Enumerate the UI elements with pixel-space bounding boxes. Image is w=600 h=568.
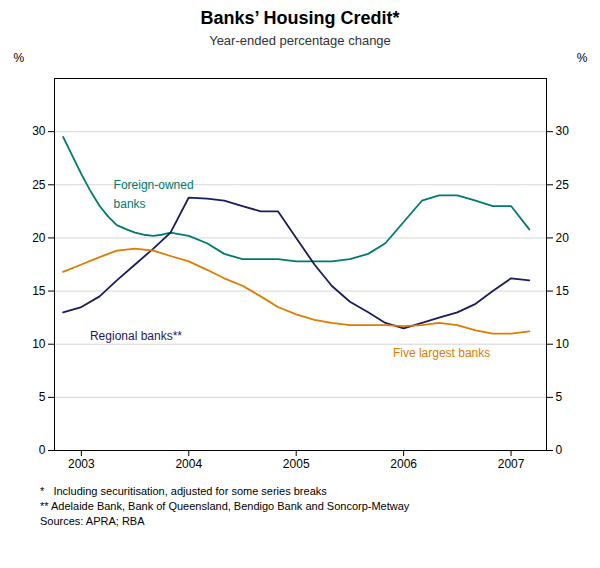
svg-text:0: 0 — [39, 443, 46, 457]
svg-text:15: 15 — [556, 284, 570, 298]
svg-text:5: 5 — [39, 390, 46, 404]
svg-text:Foreign-owned: Foreign-owned — [114, 178, 194, 192]
svg-text:2007: 2007 — [498, 457, 525, 471]
svg-text:banks: banks — [114, 197, 146, 211]
svg-text:2003: 2003 — [68, 457, 95, 471]
svg-text:10: 10 — [32, 337, 46, 351]
svg-text:0: 0 — [556, 443, 563, 457]
svg-text:30: 30 — [32, 124, 46, 138]
svg-text:15: 15 — [32, 284, 46, 298]
svg-text:2004: 2004 — [175, 457, 202, 471]
svg-text:30: 30 — [556, 124, 570, 138]
svg-text:20: 20 — [556, 231, 570, 245]
svg-text:5: 5 — [556, 390, 563, 404]
html-text:* Including securitisation, ad: * Including securitisation, adjusted for… — [40, 485, 327, 497]
svg-text:%: % — [14, 51, 25, 65]
svg-text:%: % — [577, 51, 588, 65]
html-text:Sources: APRA; RBA: Sources: APRA; RBA — [40, 515, 145, 527]
svg-text:2006: 2006 — [390, 457, 417, 471]
html-text:Banks’ Housing Credit*: Banks’ Housing Credit* — [200, 8, 400, 28]
html-text:Year-ended percentage change: Year-ended percentage change — [209, 33, 391, 48]
svg-text:25: 25 — [556, 178, 570, 192]
svg-text:25: 25 — [32, 178, 46, 192]
svg-text:2005: 2005 — [283, 457, 310, 471]
svg-text:10: 10 — [556, 337, 570, 351]
svg-text:20: 20 — [32, 231, 46, 245]
html-text:** Adelaide Bank, Bank of Quee: ** Adelaide Bank, Bank of Queensland, Be… — [40, 500, 410, 512]
svg-text:Regional banks**: Regional banks** — [90, 329, 182, 343]
svg-text:Five largest banks: Five largest banks — [393, 346, 490, 360]
